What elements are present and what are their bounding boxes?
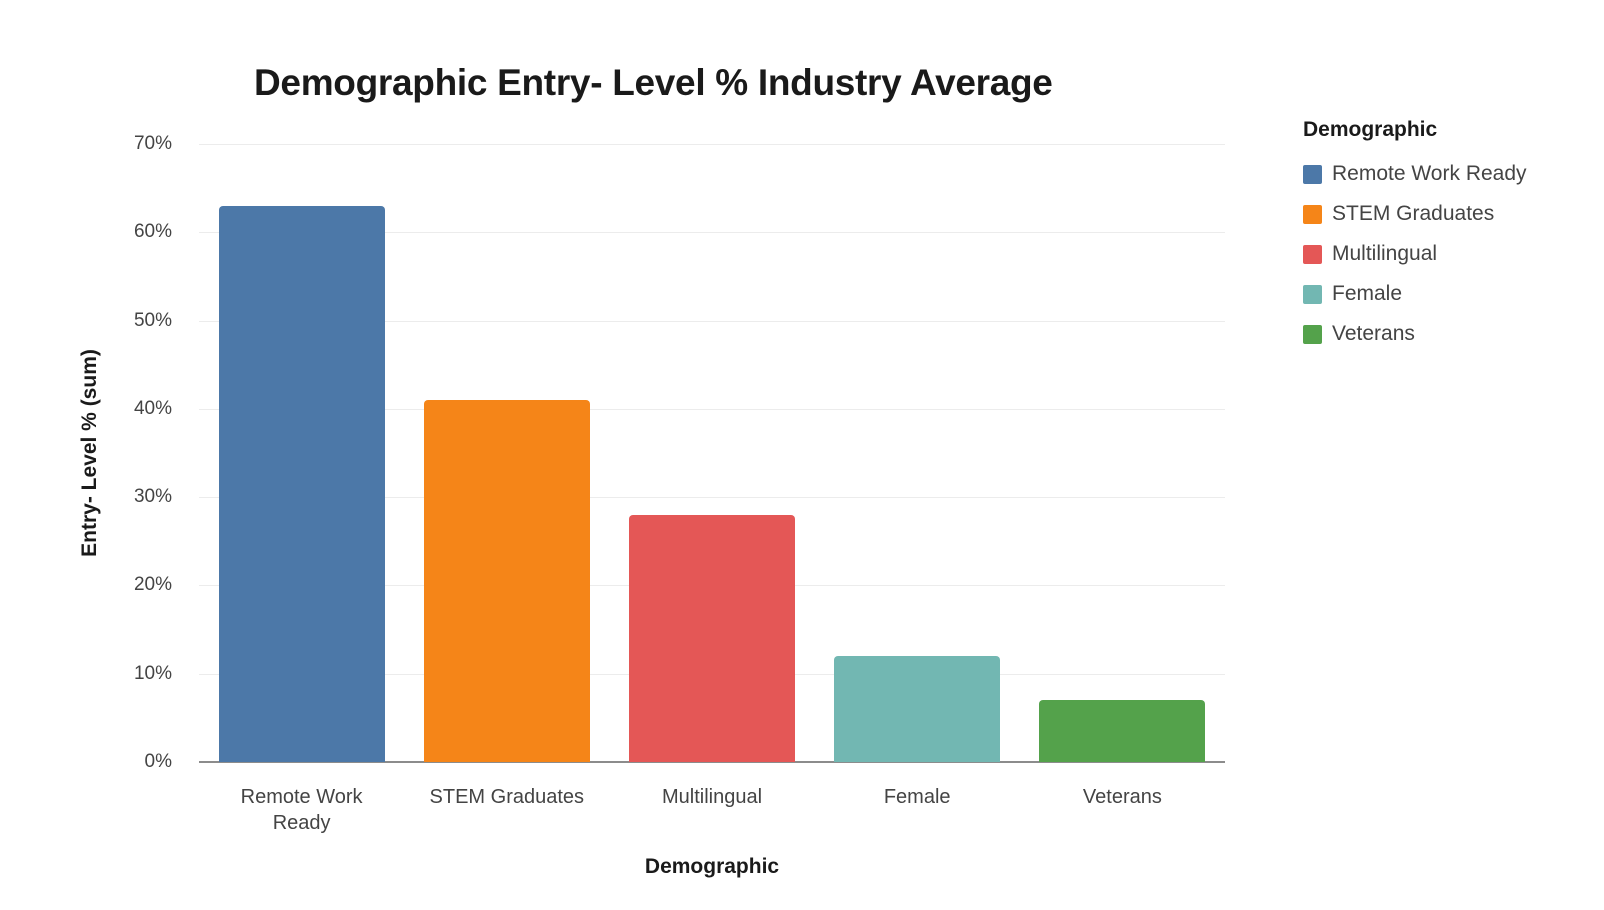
legend-label: Remote Work Ready <box>1332 162 1527 185</box>
legend-title: Demographic <box>1303 118 1438 141</box>
x-axis-line <box>199 761 1225 763</box>
x-tick-label: Veterans <box>1022 784 1222 810</box>
x-tick-line: Ready <box>272 812 331 834</box>
legend-label: Veterans <box>1332 322 1415 345</box>
x-tick-line: Multilingual <box>661 786 763 808</box>
x-tick-label: Remote Work Ready <box>202 784 402 836</box>
legend-item[interactable]: Veterans <box>1303 314 1527 354</box>
gridline <box>199 144 1225 145</box>
x-tick-label: Female <box>817 784 1017 810</box>
legend-swatch-icon <box>1303 324 1322 344</box>
y-tick-label: 20% <box>133 574 172 596</box>
legend-item[interactable]: Female <box>1303 274 1527 314</box>
y-tick-label: 30% <box>133 486 172 508</box>
legend-item[interactable]: Multilingual <box>1303 234 1527 274</box>
y-tick-label: 0% <box>144 751 172 772</box>
y-tick-label: 60% <box>133 221 172 243</box>
legend-label: Female <box>1332 282 1403 305</box>
legend-label: Multilingual <box>1332 242 1438 265</box>
legend-item[interactable]: STEM Graduates <box>1303 194 1527 234</box>
legend-label: STEM Graduates <box>1332 202 1495 225</box>
bar-stem-graduates[interactable] <box>423 400 590 762</box>
y-tick-label: 40% <box>133 397 172 419</box>
x-tick-line: Veterans <box>1082 786 1162 808</box>
x-tick-label: Multilingual <box>612 784 812 810</box>
bar-veterans[interactable] <box>1039 700 1206 762</box>
legend-swatch-icon <box>1303 164 1322 184</box>
bar-remote-work-ready[interactable] <box>218 205 385 762</box>
y-axis-title: Entry- Level % (sum) <box>78 349 101 557</box>
x-tick-line: Female <box>883 786 951 808</box>
legend-swatch-icon <box>1303 244 1322 264</box>
x-tick-line: Remote Work <box>240 786 363 808</box>
legend-swatch-icon <box>1303 204 1322 224</box>
bar-female[interactable] <box>834 656 1001 762</box>
gridline <box>199 497 1225 499</box>
bar-multilingual[interactable] <box>629 514 795 762</box>
chart-title: Demographic Entry- Level % Industry Aver… <box>254 62 1053 103</box>
legend-swatch-icon <box>1303 284 1322 304</box>
legend: Demographic Remote Work Ready STEM Gradua… <box>1303 118 1527 354</box>
legend-item[interactable]: Remote Work Ready <box>1303 154 1527 194</box>
legend-items: Remote Work Ready STEM Graduates Multiling… <box>1303 154 1527 354</box>
y-tick-label: 70% <box>133 133 172 154</box>
y-tick-label: 50% <box>133 309 172 331</box>
x-tick-label: STEM Graduates <box>407 784 607 810</box>
y-tick-label: 10% <box>133 662 172 684</box>
gridline <box>199 232 1225 234</box>
x-axis-title: Demographic <box>644 855 780 878</box>
gridline <box>199 320 1225 322</box>
gridline <box>199 408 1225 410</box>
x-tick-line: STEM Graduates <box>429 786 585 808</box>
plot-area <box>199 144 1225 763</box>
